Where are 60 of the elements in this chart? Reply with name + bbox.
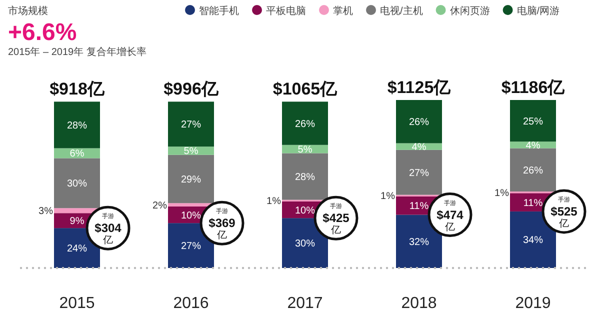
x-tick-label: 2019 — [515, 295, 551, 312]
data-label: 34% — [522, 235, 544, 246]
bar — [168, 203, 214, 206]
data-label: 1% — [266, 196, 282, 208]
data-label: 28% — [66, 120, 88, 132]
data-label: 30% — [294, 238, 316, 250]
data-label: 4% — [526, 140, 540, 152]
data-label: 5% — [184, 146, 198, 158]
data-label: 32% — [408, 236, 430, 248]
data-label: 11% — [409, 201, 429, 212]
annotation: $996亿 — [164, 80, 220, 99]
data-label: 28% — [294, 172, 316, 184]
legend-label: 平板电脑 — [266, 5, 306, 17]
data-label: 4% — [412, 142, 426, 154]
data-label: 27% — [180, 120, 202, 131]
chart-subtitle: +6.6% — [8, 19, 77, 46]
x-tick-label: 2015 — [59, 295, 95, 312]
bar — [54, 102, 100, 148]
data-label: 3% — [38, 206, 54, 218]
data-label: 1% — [494, 188, 510, 199]
data-label: 29% — [180, 174, 202, 186]
data-label: 9% — [70, 216, 84, 228]
data-label: 30% — [66, 178, 88, 190]
data-label: 27% — [180, 241, 202, 252]
bar — [396, 150, 442, 195]
data-label: 26% — [408, 117, 430, 128]
bar — [168, 154, 214, 204]
legend-label: 休闲页游 — [450, 5, 490, 17]
bar — [168, 102, 214, 147]
data-label: 27% — [408, 168, 430, 179]
x-tick-label: 2017 — [287, 295, 323, 312]
data-label: 11% — [523, 198, 543, 209]
annotation: $1186亿 — [501, 78, 566, 97]
data-label: 6% — [70, 148, 84, 160]
data-label: 1% — [380, 191, 396, 202]
annotation: $918亿 — [50, 80, 106, 99]
chart-title: 市场规模 — [8, 5, 48, 17]
data-label: 26% — [522, 165, 544, 176]
data-label: 10% — [180, 210, 202, 222]
bar — [54, 158, 100, 208]
x-tick-label: 2016 — [173, 295, 209, 312]
data-label: 2% — [152, 200, 168, 212]
bar — [510, 100, 556, 142]
bar — [396, 100, 442, 144]
text: 2015年 – 2019年 复合年增长率 — [8, 46, 146, 58]
bar — [282, 102, 328, 145]
x-tick-label: 2018 — [401, 295, 437, 312]
annotation: $1125亿 — [387, 78, 452, 97]
data-label: 26% — [294, 118, 316, 130]
bar — [282, 153, 328, 200]
legend-label: 电视/主机 — [380, 5, 423, 17]
data-label: 5% — [298, 144, 312, 156]
annotation: $1065亿 — [272, 80, 338, 99]
data-label: 25% — [522, 116, 544, 128]
data-label: 10% — [294, 205, 316, 216]
legend-label: 智能手机 — [199, 5, 239, 17]
legend-label: 掌机 — [333, 5, 353, 17]
legend-label: 电脑/网游 — [516, 5, 560, 17]
data-label: 24% — [66, 244, 88, 255]
bar — [510, 148, 556, 192]
